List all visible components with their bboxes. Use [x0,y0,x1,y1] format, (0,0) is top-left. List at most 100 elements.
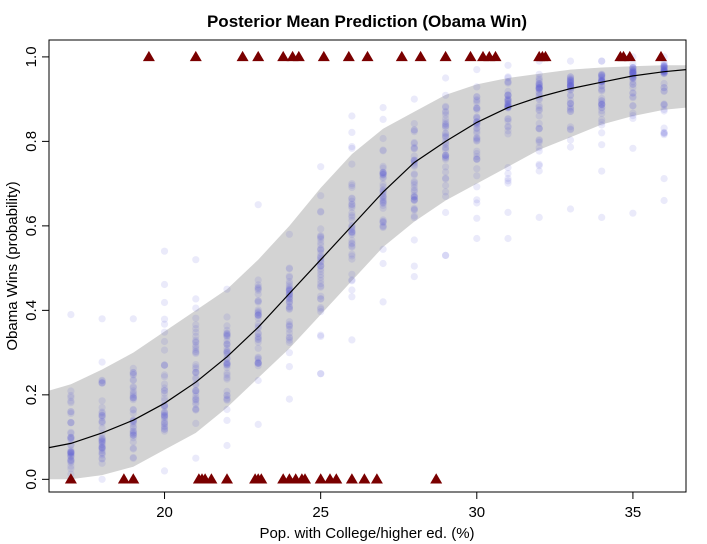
posterior-draw-point [629,69,637,77]
posterior-draw-point [254,283,262,291]
posterior-draw-point [285,305,293,313]
posterior-draw-point [285,272,293,280]
posterior-draw-point [598,213,606,221]
posterior-draw-point [285,320,293,328]
posterior-draw-point [629,69,637,77]
observed-win-marker [236,50,249,62]
posterior-draw-point [98,397,106,405]
observed-loss-marker [127,473,140,484]
posterior-draw-point [223,322,231,330]
posterior-draw-point [660,105,668,114]
posterior-draw-point [254,276,262,284]
posterior-draw-point [285,329,293,337]
posterior-draw-point [67,397,75,405]
posterior-draw-point [504,92,512,100]
posterior-draw-point [285,298,293,306]
posterior-draw-point [535,112,543,120]
posterior-draw-point [192,396,200,404]
observed-loss-marker [117,473,130,484]
posterior-draw-point [254,281,262,289]
posterior-draw-point [629,68,637,76]
posterior-draw-point [98,451,106,459]
posterior-draw-point [535,85,543,93]
posterior-draw-point [67,387,75,395]
y-tick-label: 0.4 [23,300,40,321]
posterior-draw-point [629,64,637,72]
posterior-draw-point [629,112,637,120]
posterior-draw-point [535,125,543,133]
posterior-draw-point [598,115,606,124]
posterior-draw-point [317,292,325,300]
posterior-draw-point [160,389,169,398]
posterior-draw-point [566,125,575,133]
posterior-draw-point [160,346,169,354]
posterior-draw-point [410,171,418,179]
posterior-draw-point [442,133,450,142]
posterior-draw-point [254,355,262,363]
posterior-draw-point [192,400,200,408]
posterior-draw-point [442,120,450,129]
posterior-draw-point [566,73,575,81]
posterior-draw-point [67,311,75,319]
posterior-draw-point [317,241,325,249]
posterior-draw-point [598,101,606,109]
posterior-draw-point [317,332,325,340]
posterior-draw-point [192,332,200,340]
posterior-draw-point [410,193,418,201]
posterior-draw-point [129,389,137,397]
posterior-draw-point [348,200,356,208]
posterior-draw-point [192,380,200,388]
posterior-draw-point [348,242,356,250]
posterior-draw-point [192,304,200,312]
posterior-draw-point [192,405,200,413]
posterior-draw-point [254,376,262,385]
posterior-draw-point [442,151,450,159]
posterior-draw-point [410,197,418,205]
posterior-draw-point [98,438,106,446]
posterior-draw-point [160,420,169,428]
observed-win-marker [317,50,330,62]
posterior-draw-point [660,79,668,88]
posterior-draw-point [442,102,450,110]
posterior-draw-point [317,258,325,266]
posterior-draw-point [629,94,637,102]
posterior-draw-point [67,456,75,464]
posterior-draw-point [504,79,512,87]
posterior-draw-point [410,184,418,192]
posterior-draw-point [254,298,262,306]
posterior-draw-point [598,129,606,137]
posterior-draw-point [129,364,137,372]
posterior-draw-point [67,409,75,417]
posterior-draw-point [348,276,356,284]
posterior-draw-point [535,137,543,145]
posterior-draw-point [535,143,543,152]
posterior-draw-point [67,449,75,458]
posterior-draw-point [566,107,575,115]
posterior-draw-point [410,273,418,281]
posterior-draw-point [285,303,293,311]
posterior-draw-point [67,452,75,460]
posterior-draw-point [254,297,262,305]
posterior-draw-point [442,107,450,115]
posterior-draw-point [98,379,106,387]
posterior-draw-point [379,259,387,268]
posterior-draw-point [223,337,231,345]
posterior-draw-point [160,413,169,421]
posterior-draw-point [379,198,387,206]
posterior-draw-point [317,232,325,240]
posterior-draw-point [67,448,75,456]
posterior-draw-point [473,113,481,121]
posterior-draw-point [317,304,325,312]
posterior-draw-point [473,214,481,222]
posterior-draw-point [598,100,606,108]
posterior-draw-point [660,68,668,77]
observed-win-marker [464,50,477,62]
posterior-draw-point [348,240,356,248]
posterior-draw-point [410,186,418,194]
posterior-draw-point [504,97,512,105]
posterior-draw-point [285,294,293,303]
posterior-draw-point [504,102,512,110]
posterior-draw-point [473,96,481,104]
posterior-draw-point [473,196,481,204]
posterior-draw-point [98,443,106,451]
